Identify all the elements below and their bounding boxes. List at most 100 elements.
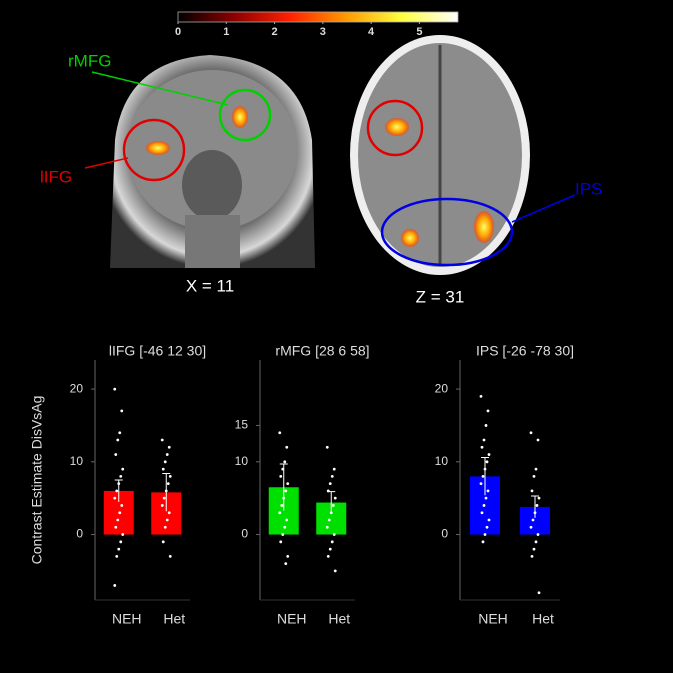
data-point	[484, 496, 488, 500]
data-point	[116, 518, 120, 522]
data-point	[114, 525, 118, 529]
slice-label: Z = 31	[416, 287, 465, 306]
axial-brain	[350, 35, 530, 275]
data-point	[119, 540, 123, 544]
data-point	[487, 518, 491, 522]
data-point	[481, 540, 485, 544]
data-point	[117, 547, 121, 551]
y-tick-label: 0	[441, 527, 448, 541]
data-point	[283, 460, 287, 464]
data-point	[485, 525, 489, 529]
data-point	[530, 489, 534, 493]
data-point	[533, 511, 537, 515]
data-point	[328, 482, 332, 486]
data-point	[283, 525, 287, 529]
colorbar-tick-label: 2	[271, 26, 277, 38]
slice-label: X = 11	[186, 276, 234, 295]
data-point	[329, 511, 333, 515]
data-point	[529, 525, 533, 529]
colorbar-tick-label: 0	[175, 26, 181, 38]
data-point	[113, 584, 117, 587]
data-point	[168, 474, 172, 478]
data-point	[330, 474, 334, 478]
data-point	[280, 504, 284, 507]
data-point	[278, 511, 282, 515]
data-point	[536, 438, 540, 442]
data-point	[331, 504, 335, 507]
data-point	[532, 474, 536, 478]
y-tick-label: 0	[241, 527, 248, 541]
data-point	[483, 533, 487, 536]
y-tick-label: 10	[235, 454, 249, 468]
coronal-brain	[110, 55, 315, 268]
data-point	[330, 540, 334, 544]
data-point	[481, 474, 485, 478]
data-point	[530, 554, 534, 558]
data-point	[486, 409, 490, 413]
data-point	[486, 489, 490, 493]
data-point	[114, 453, 118, 456]
data-point	[168, 554, 172, 558]
chart-title: IPS [-26 -78 30]	[476, 343, 574, 359]
x-tick-label: Het	[532, 611, 554, 627]
data-point	[285, 445, 289, 449]
error-bar	[279, 463, 288, 511]
colorbar-tick-label: 3	[320, 26, 326, 38]
data-point	[286, 554, 290, 558]
data-point	[479, 482, 483, 486]
data-point	[535, 504, 539, 507]
data-point	[485, 460, 489, 464]
data-point	[281, 467, 285, 471]
y-tick-label: 0	[76, 527, 83, 541]
data-point	[167, 445, 171, 449]
data-point	[115, 554, 119, 558]
error-bar	[531, 495, 539, 518]
data-point	[325, 445, 329, 449]
y-tick-label: 20	[435, 381, 449, 395]
colorbar	[177, 11, 459, 23]
data-point	[531, 518, 535, 522]
y-axis-label: Contrast Estimate DisVsAg	[29, 396, 45, 565]
data-point	[166, 482, 170, 486]
data-point	[529, 431, 533, 435]
data-point	[118, 511, 122, 515]
data-point	[278, 431, 282, 435]
roi-label: IPS	[575, 179, 602, 198]
data-point	[161, 540, 165, 544]
roi-label: lIFG	[40, 167, 72, 186]
data-point	[332, 467, 336, 471]
data-point	[164, 489, 168, 493]
data-point	[120, 409, 124, 413]
data-point	[113, 387, 117, 391]
data-point	[326, 489, 330, 493]
roi-label: rMFG	[68, 51, 111, 70]
data-point	[279, 540, 283, 544]
error-bar	[162, 472, 171, 512]
chart-title: rMFG [28 6 58]	[275, 343, 369, 359]
data-point	[534, 540, 538, 544]
data-point	[482, 504, 486, 507]
data-point	[163, 460, 167, 464]
data-point	[480, 511, 484, 515]
data-point	[327, 518, 331, 522]
data-point	[534, 467, 538, 471]
y-tick-label: 20	[70, 381, 84, 395]
colorbar-tick-label: 1	[223, 26, 229, 38]
data-point	[537, 591, 541, 595]
chart-title: lIFG [-46 12 30]	[109, 343, 206, 359]
data-point	[167, 511, 171, 515]
data-point	[162, 496, 166, 500]
data-point	[537, 496, 541, 500]
data-point	[333, 569, 337, 573]
roi-markers	[84, 71, 576, 267]
data-point	[333, 496, 337, 500]
data-point	[328, 547, 332, 551]
y-tick-label: 10	[435, 454, 449, 468]
data-point	[120, 504, 124, 507]
data-point	[332, 533, 336, 536]
data-point	[483, 467, 487, 471]
data-point	[286, 482, 290, 486]
data-point	[121, 467, 125, 471]
data-point	[325, 525, 329, 529]
